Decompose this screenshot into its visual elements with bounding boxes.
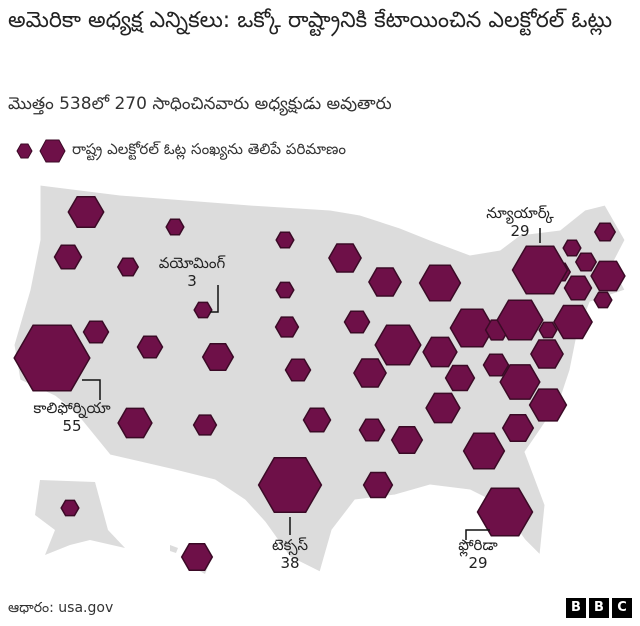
callout-value: 55	[62, 417, 81, 435]
state-hexagon	[302, 407, 332, 433]
state-hexagon	[562, 239, 582, 257]
state-hexagon	[418, 264, 462, 302]
subtitle: మొత్తం 538లో 270 సాధించినవారు అధ్యక్షుడు…	[8, 94, 392, 114]
state-hexagon	[482, 353, 510, 377]
state-hexagon	[60, 499, 80, 517]
state-hexagon	[192, 414, 218, 436]
state-hexagon	[538, 321, 558, 339]
callout-name: టెక్సస్	[272, 536, 308, 556]
brand-letter: C	[612, 598, 632, 618]
state-hexagon	[328, 243, 362, 273]
state-hexagon	[593, 291, 613, 309]
state-hexagon	[574, 252, 598, 272]
callout-value: 29	[468, 554, 487, 572]
state-hexagon	[422, 336, 458, 368]
state-hexagon	[590, 260, 626, 292]
state-hexagon	[390, 425, 424, 455]
state-hexagon	[180, 542, 214, 572]
state-hexagon	[274, 316, 300, 338]
state-hexagon	[444, 364, 476, 392]
state-hexagon	[476, 487, 534, 537]
state-hexagon	[462, 432, 506, 470]
legend: రాష్ట్ర ఎలక్టోరల్ ఓట్ల సంఖ్యను తెలిపే పర…	[8, 136, 346, 166]
state-hexagon	[275, 231, 295, 249]
state-hexagon	[358, 418, 386, 442]
callout-name: న్యూయార్క్	[486, 204, 554, 224]
state-hexagon	[553, 304, 593, 340]
state-hexagon	[530, 339, 564, 369]
state-hexagon	[511, 245, 569, 295]
state-hexagon	[449, 308, 495, 348]
state-hexagon	[368, 267, 402, 297]
legend-hex-large	[39, 139, 66, 163]
state-hexagon	[201, 342, 235, 372]
brand-letter: B	[566, 598, 586, 618]
state-hexagon	[82, 320, 110, 344]
callout-name: కాలిఫోర్నియా	[33, 399, 110, 419]
legend-hex-small	[16, 143, 33, 159]
state-hexagon	[528, 388, 568, 422]
state-hexagon	[117, 407, 153, 439]
source: ఆధారం: usa.gov	[8, 600, 114, 616]
state-hexagon	[53, 244, 83, 270]
callout-name: వయోమింగ్	[159, 254, 226, 272]
state-hexagon	[496, 299, 544, 341]
legend-symbols	[16, 139, 66, 163]
leader-line	[82, 379, 101, 400]
state-hexagon	[374, 324, 422, 366]
callout-value: 29	[510, 222, 529, 240]
state-hexagon	[353, 358, 387, 388]
state-hexagon	[257, 457, 323, 513]
leader-line	[465, 529, 490, 540]
state-hexagon	[193, 301, 213, 319]
state-hexagon	[425, 392, 461, 424]
state-hexagon	[593, 222, 617, 242]
state-hexagon	[13, 324, 91, 392]
state-hexagon	[499, 364, 541, 400]
title: అమెరికా అధ్యక్ష ఎన్నికలు: ఒక్కో రాష్ట్రా…	[8, 8, 613, 33]
callout-value: 3	[187, 272, 197, 290]
legend-label: రాష్ట్ర ఎలక్టోరల్ ఓట్ల సంఖ్యను తెలిపే పర…	[72, 140, 347, 158]
state-hexagon	[563, 275, 593, 301]
alaska	[35, 480, 125, 555]
leader-line	[210, 285, 219, 313]
state-hexagon	[275, 281, 295, 299]
callout-value: 38	[280, 554, 299, 572]
state-hexagon	[116, 257, 140, 277]
state-hexagon	[165, 218, 185, 236]
state-hexagon	[284, 358, 312, 382]
callout-name: ఫ్లోరిడా	[458, 536, 498, 557]
state-hexagon	[362, 471, 394, 499]
brand-letter: B	[589, 598, 609, 618]
state-hexagon	[136, 335, 164, 359]
state-hexagon	[501, 413, 535, 443]
brand: B B C	[566, 598, 632, 618]
us-outline	[13, 184, 626, 573]
state-hexagon	[67, 195, 105, 229]
state-hexagon	[343, 310, 371, 334]
